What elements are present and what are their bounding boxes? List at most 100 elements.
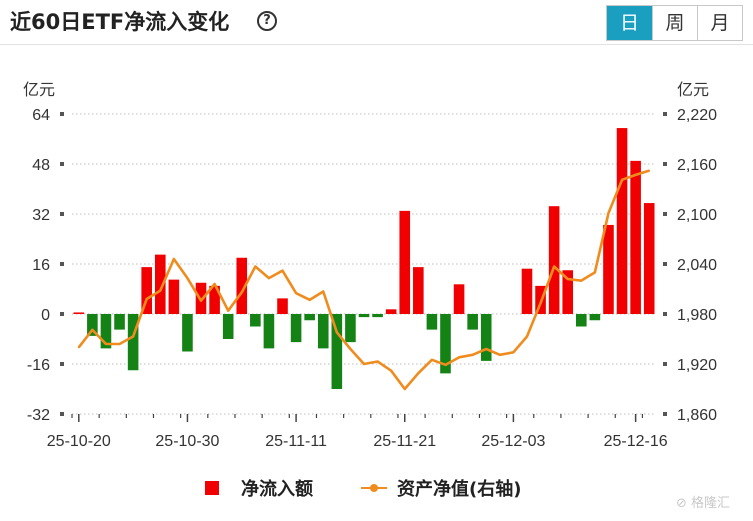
net-asset-point (308, 298, 311, 301)
net-asset-point (132, 335, 135, 338)
flow-bar (467, 314, 478, 330)
net-asset-point (431, 358, 433, 361)
net-asset-point (363, 363, 365, 365)
legend-bar-swatch (205, 481, 219, 495)
legend-item-net-inflow[interactable]: 净流入额 (205, 475, 313, 501)
net-asset-point (580, 279, 583, 282)
left-tick-mark (60, 262, 64, 266)
net-asset-point (553, 265, 556, 268)
question-circle-icon[interactable]: ? (257, 11, 277, 31)
flow-bar (222, 314, 234, 339)
left-tick-label: 64 (32, 107, 50, 124)
net-asset-point (186, 277, 189, 280)
right-axis-unit: 亿元 (677, 80, 709, 99)
flow-bar (114, 314, 125, 330)
left-tick-label: -32 (27, 407, 50, 424)
flow-bar (453, 284, 465, 314)
right-tick-label: 1,860 (677, 407, 717, 424)
flow-bar (236, 257, 248, 314)
net-asset-point (376, 360, 379, 363)
x-tick-label: 25-12-16 (604, 433, 668, 450)
chart-header: 近60日ETF净流入变化 ? 日 周 月 (0, 0, 753, 44)
watermark-logo: ⊘ 格隆汇 (676, 496, 731, 511)
net-asset-point (200, 299, 202, 302)
chart-title: 近60日ETF净流入变化 (10, 10, 230, 34)
left-tick-mark (60, 212, 64, 216)
flow-bar (643, 203, 655, 314)
right-tick-mark (663, 412, 667, 416)
net-asset-point (349, 348, 352, 350)
flow-bar (385, 309, 397, 314)
tab-week[interactable]: 周 (652, 6, 697, 40)
flow-bar (154, 254, 166, 314)
right-tick-mark (663, 312, 667, 316)
net-asset-point (105, 343, 107, 345)
net-asset-point (159, 289, 162, 292)
x-tick-label: 25-12-03 (481, 433, 545, 450)
flow-bar (589, 314, 601, 321)
flow-bar (331, 314, 343, 389)
etf-flow-chart: 64 48 32 16 0 -16 -32 2,220 2,160 2,100 2,040 1,980… (23, 80, 717, 450)
flow-bar (480, 314, 492, 361)
right-tick-mark (663, 162, 667, 166)
flow-bar (100, 314, 112, 349)
right-tick-mark (663, 212, 667, 216)
flow-bar (562, 270, 574, 314)
tab-day[interactable]: 日 (607, 6, 652, 40)
x-tick-label: 25-10-20 (47, 433, 111, 450)
net-asset-point (295, 292, 297, 295)
net-asset-point (145, 298, 148, 300)
net-asset-point (458, 356, 460, 359)
flow-bar (168, 279, 180, 314)
net-asset-point (648, 169, 651, 172)
flow-bar (548, 206, 560, 314)
period-tabs: 日 周 月 (606, 5, 743, 41)
flow-bar (250, 314, 261, 327)
flow-bar (73, 312, 85, 314)
flow-bar (413, 267, 424, 314)
flow-bar (345, 314, 356, 343)
net-asset-point (444, 363, 447, 366)
net-asset-point (281, 269, 284, 272)
flow-bar (87, 314, 98, 336)
legend-item-net-asset[interactable]: 资产净值(右轴) (361, 475, 521, 501)
x-tick-label: 25-11-21 (373, 433, 436, 450)
net-asset-point (526, 335, 528, 338)
flow-bar (317, 314, 329, 349)
flow-bar (603, 224, 614, 314)
flow-bar (304, 314, 315, 321)
flow-bar (358, 314, 370, 318)
net-asset-point (485, 348, 488, 350)
flow-bar (372, 314, 383, 318)
net-asset-point (77, 346, 80, 349)
net-asset-point (634, 173, 637, 176)
right-tick-label: 1,920 (677, 357, 717, 374)
net-asset-point (118, 343, 121, 345)
tab-month[interactable]: 月 (697, 6, 742, 40)
net-asset-point (322, 290, 325, 293)
left-tick-mark (60, 312, 64, 316)
left-tick-label: 0 (41, 307, 50, 324)
header-divider (0, 44, 753, 45)
right-tick-label: 2,040 (677, 257, 717, 274)
net-asset-point (227, 309, 230, 312)
left-tick-mark (60, 112, 64, 116)
net-asset-point (254, 265, 257, 268)
flow-bar (399, 210, 411, 314)
left-tick-label: 32 (32, 207, 50, 224)
net-asset-point (498, 353, 501, 356)
right-tick-label: 1,980 (677, 307, 717, 324)
flow-bar (209, 285, 220, 314)
flow-bar (616, 128, 628, 314)
legend-bar-label: 净流入额 (241, 479, 313, 500)
net-asset-point (390, 369, 393, 372)
flow-bar (576, 314, 587, 327)
x-tick-label: 25-10-30 (155, 433, 219, 450)
chart-legend: 净流入额 资产净值(右轴) (205, 476, 569, 500)
left-tick-mark (60, 412, 64, 416)
left-tick-label: 48 (32, 157, 50, 174)
right-tick-mark (663, 262, 667, 266)
legend-line-swatch (361, 481, 387, 495)
flow-bar (141, 267, 152, 314)
net-asset-point (335, 331, 338, 334)
